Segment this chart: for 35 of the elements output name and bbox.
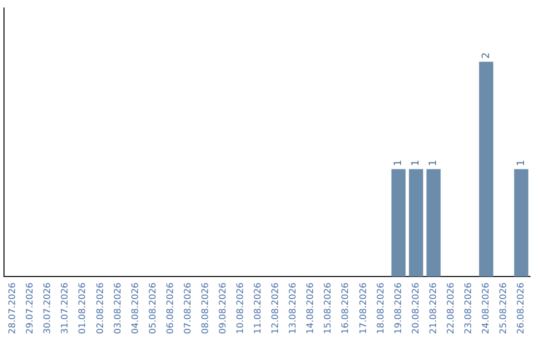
x-tick-label: 30.07.2026 bbox=[43, 282, 54, 334]
x-tick-label: 10.08.2026 bbox=[236, 282, 246, 334]
x-tick-label: 05.08.2026 bbox=[148, 282, 158, 334]
x-tick-label: 31.07.2026 bbox=[60, 282, 71, 334]
data-label: 1 bbox=[410, 160, 422, 166]
x-tick-label: 14.08.2026 bbox=[306, 282, 316, 334]
x-tick-label: 24.08.2026 bbox=[482, 282, 492, 334]
data-label: 1 bbox=[393, 160, 404, 166]
x-tick-label: 09.08.2026 bbox=[218, 282, 229, 334]
x-tick-label: 28.07.2026 bbox=[8, 282, 18, 334]
x-tick-label: 01.08.2026 bbox=[78, 282, 88, 334]
x-tick-label: 04.08.2026 bbox=[130, 282, 141, 334]
x-tick-label: 29.07.2026 bbox=[26, 282, 36, 334]
x-tick-label: 16.08.2026 bbox=[341, 282, 352, 334]
x-tick-label: 25.08.2026 bbox=[499, 282, 510, 334]
x-tick-label: 11.08.2026 bbox=[254, 282, 264, 334]
x-tick-label: 18.08.2026 bbox=[376, 282, 386, 334]
x-tick-label: 17.08.2026 bbox=[358, 282, 369, 334]
x-tick-label: 26.08.2026 bbox=[516, 282, 527, 334]
x-tick-label: 23.08.2026 bbox=[464, 282, 474, 334]
x-tick-label: 03.08.2026 bbox=[113, 282, 124, 334]
x-tick-label: 08.08.2026 bbox=[200, 282, 211, 334]
x-tick-label: 12.08.2026 bbox=[271, 282, 282, 334]
x-tick-label: 06.08.2026 bbox=[166, 282, 176, 334]
x-tick-label: 15.08.2026 bbox=[324, 282, 334, 334]
x-tick-label: 02.08.2026 bbox=[96, 282, 106, 334]
data-label: 2 bbox=[480, 52, 492, 59]
x-tick-label: 21.08.2026 bbox=[428, 282, 439, 334]
x-tick-label: 20.08.2026 bbox=[411, 282, 422, 334]
x-tick-label: 22.08.2026 bbox=[446, 282, 456, 334]
x-tick-label: 07.08.2026 bbox=[183, 282, 194, 334]
x-tick-label: 13.08.2026 bbox=[288, 282, 299, 334]
data-label: 1 bbox=[428, 160, 440, 166]
x-tick-label: 19.08.2026 bbox=[394, 282, 404, 334]
data-label: 1 bbox=[516, 160, 527, 166]
